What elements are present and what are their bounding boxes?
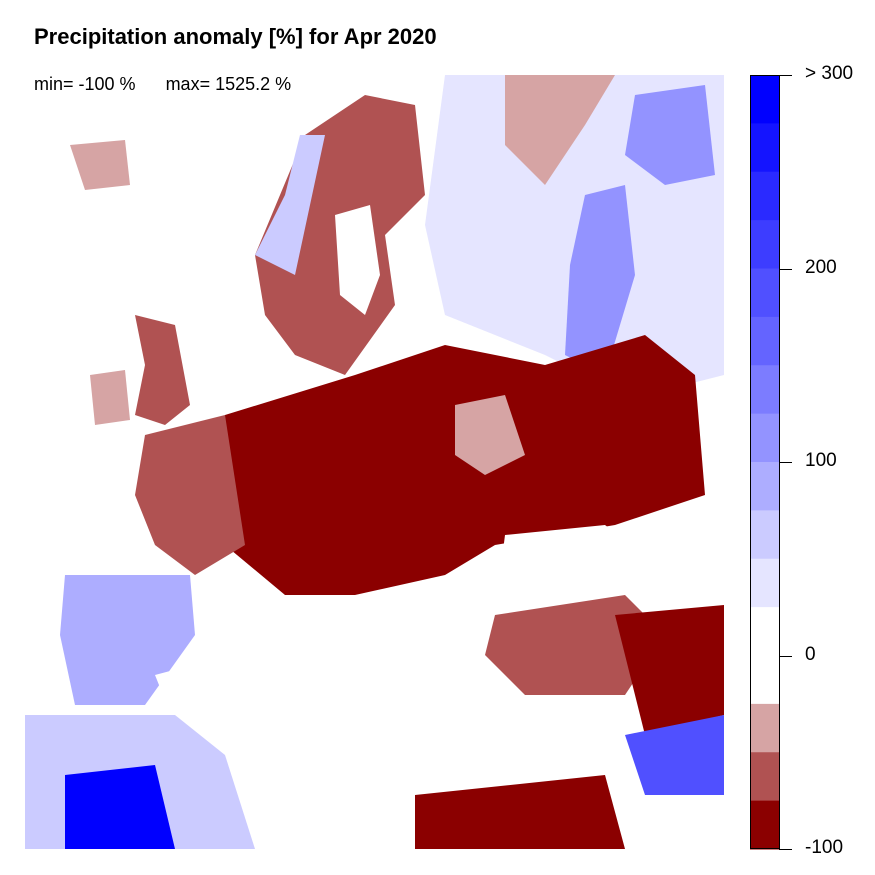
legend-tick <box>779 75 792 76</box>
legend-color-step <box>750 510 779 560</box>
sea-baltic <box>335 205 380 315</box>
legend-tick <box>779 655 792 657</box>
anomaly-region-iberia <box>60 575 195 705</box>
anomaly-region-west-europe <box>135 415 245 575</box>
min-max-stats: min= -100 % max= 1525.2 % <box>34 74 296 95</box>
legend-tick-label: 200 <box>805 256 837 278</box>
legend-color-step <box>750 800 779 850</box>
precipitation-anomaly-map <box>25 75 724 849</box>
legend-color-step <box>750 171 779 221</box>
legend-color-step <box>750 123 779 173</box>
legend-color-step <box>750 316 779 366</box>
legend-color-step <box>750 413 779 463</box>
anomaly-region-libya-egypt <box>415 775 625 849</box>
anomaly-region-middle-east <box>615 605 724 735</box>
max-value: max= 1525.2 % <box>165 74 292 94</box>
min-value: min= -100 % <box>34 74 136 94</box>
anomaly-region-britain <box>135 315 190 425</box>
legend-tick-label: -100 <box>805 837 844 858</box>
legend-color-step <box>750 220 779 269</box>
legend-color-step <box>750 462 779 511</box>
anomaly-region-east-wet2 <box>565 185 635 375</box>
anomaly-region-ne-dry <box>505 75 615 185</box>
legend-tick <box>779 462 792 463</box>
legend-color-step <box>750 75 779 124</box>
anomaly-region-eastern-europe-patch <box>455 395 525 475</box>
legend-tick <box>779 268 792 270</box>
legend-color-step <box>750 655 779 705</box>
legend-color-step <box>750 607 779 656</box>
map-title: Precipitation anomaly [%] for Apr 2020 <box>34 24 437 49</box>
anomaly-region-ireland <box>90 370 130 425</box>
anomaly-region-iceland <box>70 140 130 190</box>
sea-black <box>500 525 645 605</box>
legend-tick-label: 0 <box>805 643 816 665</box>
legend-color-step <box>750 365 779 415</box>
color-legend <box>750 75 780 850</box>
legend-color-step <box>750 268 779 318</box>
anomaly-region-algeria-wet <box>65 765 175 849</box>
legend-color-step <box>750 752 779 802</box>
anomaly-region-ne-wet <box>625 85 715 185</box>
sea-mediterranean <box>155 635 615 795</box>
legend-color-step <box>750 558 779 608</box>
legend-tick-label: > 300 <box>805 63 854 84</box>
legend-tick-label: 100 <box>805 450 837 471</box>
anomaly-region-norway-coast <box>255 135 325 275</box>
anomaly-region-arabia-wet <box>625 715 724 795</box>
legend-color-step <box>750 703 779 753</box>
legend-tick <box>779 849 792 850</box>
